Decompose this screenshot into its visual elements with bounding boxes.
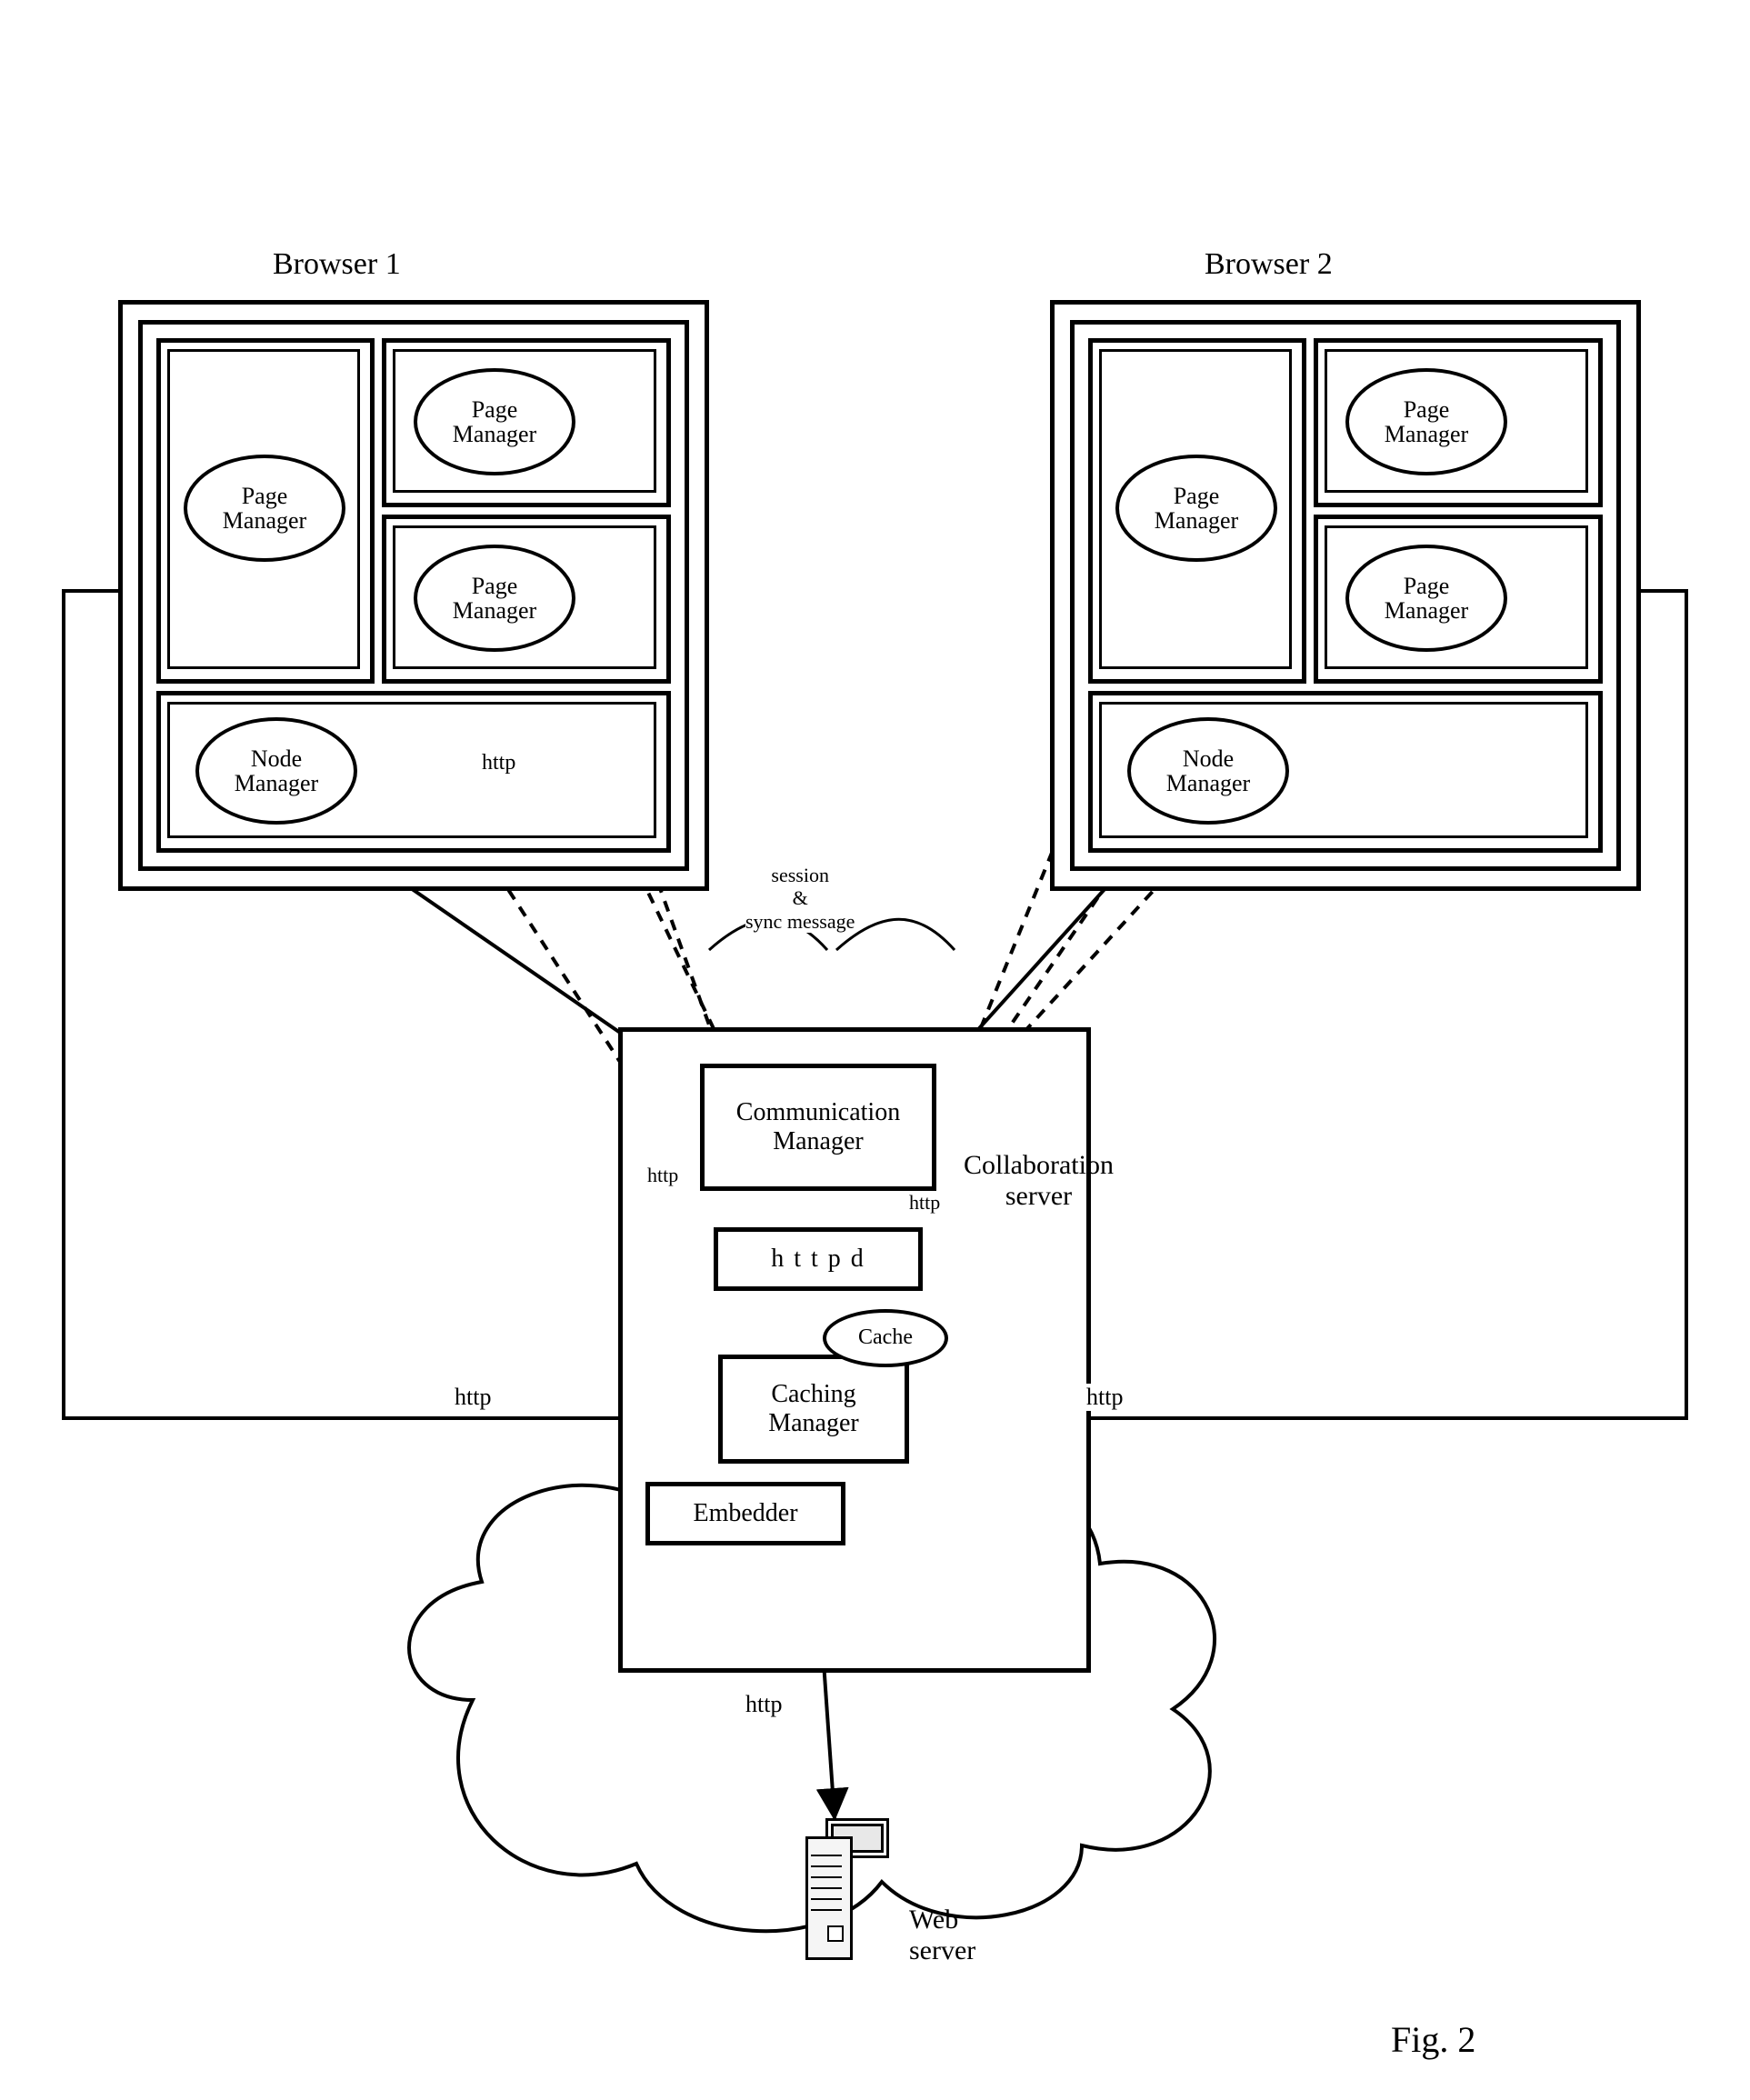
b2-page-manager-tr: Page Manager — [1345, 368, 1507, 475]
b2-node-manager: Node Manager — [1127, 717, 1289, 825]
caching-manager-box: Caching Manager — [718, 1355, 909, 1464]
figure-caption: Fig. 2 — [1391, 2018, 1475, 2061]
collab-server-label: Collaboration server — [964, 1150, 1114, 1212]
b1-page-manager-br: Page Manager — [414, 545, 575, 652]
http-to-web-label: http — [745, 1691, 782, 1718]
browser1-title: Browser 1 — [273, 247, 401, 282]
web-server-icon — [800, 1818, 891, 1964]
cache-ellipse: Cache — [823, 1309, 948, 1367]
communication-manager-box: Communication Manager — [700, 1064, 936, 1191]
b1-http-label: http — [482, 751, 515, 775]
browser2-title: Browser 2 — [1205, 247, 1333, 282]
b1-page-manager-left: Page Manager — [184, 455, 345, 562]
httpd-box: h t t p d — [714, 1227, 923, 1291]
http-right-near-server: http — [909, 1191, 940, 1215]
web-server-label: Web server — [909, 1905, 975, 1966]
figure-canvas: httpd (dashed) === --> Browser 1 Page — [0, 0, 1750, 2100]
http-left-near-server: http — [647, 1164, 678, 1187]
b1-page-manager-tr: Page Manager — [414, 368, 575, 475]
embedder-box: Embedder — [645, 1482, 845, 1545]
b2-page-manager-left: Page Manager — [1115, 455, 1277, 562]
b1-node-manager: Node Manager — [195, 717, 357, 825]
http-left-long-label: http — [455, 1384, 491, 1411]
http-right-long-label: http — [1086, 1384, 1123, 1411]
b2-page-manager-br: Page Manager — [1345, 545, 1507, 652]
session-sync-label: session & sync message — [745, 864, 855, 933]
